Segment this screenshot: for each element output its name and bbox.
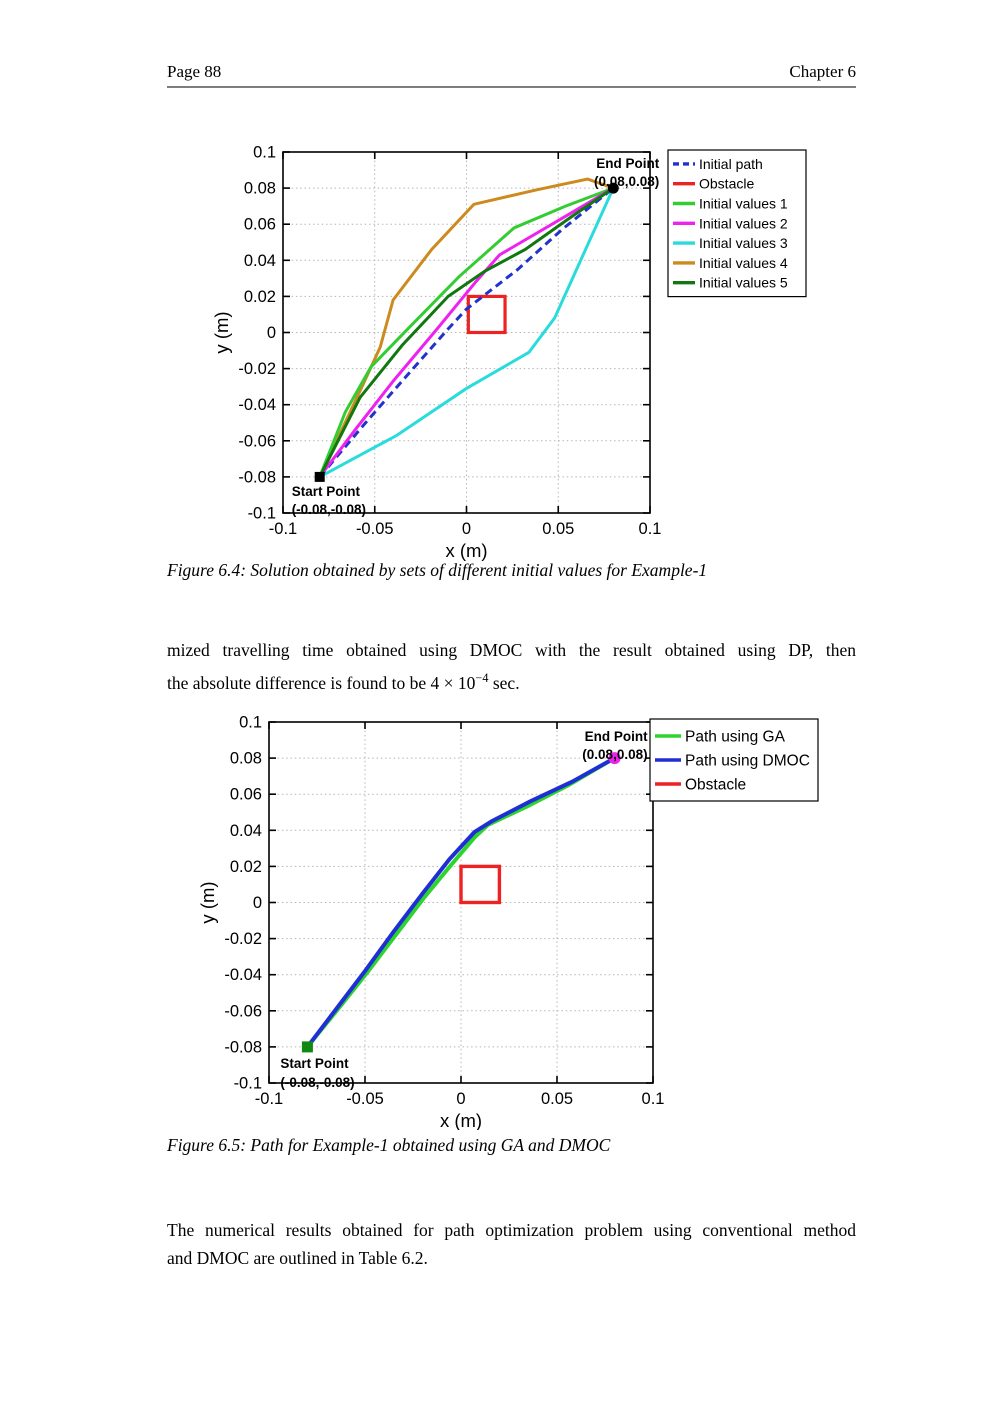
y-axis-label: y (m) — [197, 881, 218, 923]
paragraph-2-line-1: The numerical results obtained for path … — [167, 1220, 856, 1240]
paragraph-1-line-1: mized travelling time obtained using DMO… — [167, 640, 856, 660]
figure-6-5-plot: -0.1 -0.05 0 0.05 0.1 -0.1 -0.08 -0.06 -0.04 -0.0… — [197, 714, 819, 1130]
legend-label-0: Initial path — [699, 156, 763, 172]
header-page-number: Page 88 — [167, 62, 222, 81]
figure-6-4-obstacle — [466, 294, 507, 335]
legend-label-2: Obstacle — [685, 777, 746, 794]
paragraph-1-line-2: the absolute difference is found to be 4… — [167, 671, 520, 693]
figure-6-5-caption: Figure 6.5: Path for Example-1 obtained … — [167, 1135, 611, 1155]
legend-label-4: Initial values 3 — [699, 235, 788, 251]
svg-text:0.1: 0.1 — [642, 1090, 665, 1108]
svg-text:-0.02: -0.02 — [224, 930, 262, 948]
grid — [282, 151, 651, 514]
svg-text:0: 0 — [456, 1090, 465, 1108]
svg-text:-0.06: -0.06 — [238, 432, 276, 450]
figure-6-4-series-initial-values-3 — [318, 187, 615, 479]
body-paragraph-1: mized travelling time obtained using DMO… — [167, 636, 856, 697]
point-marker-circle — [607, 182, 619, 194]
figure-6-4-axis-box — [282, 151, 651, 514]
svg-text:-0.05: -0.05 — [346, 1090, 384, 1108]
svg-text:0.02: 0.02 — [244, 288, 276, 306]
figure-6-4-plot: -0.1 -0.05 0 0.05 0.1 -0.1 -0.08 -0.06 -0.04 -0.0… — [211, 144, 807, 561]
header-rule — [167, 86, 856, 88]
legend-label-6: Initial values 5 — [699, 275, 788, 291]
svg-text:-0.05: -0.05 — [356, 520, 394, 538]
figure-6-5-obstacle — [459, 864, 502, 905]
annotation-text: Start Point — [280, 1056, 349, 1071]
annotation-text: End Point — [585, 729, 648, 744]
figure-6-5-legend: Path using GA Path using DMOC Obstacle — [649, 718, 819, 802]
legend-label-2: Initial values 1 — [699, 196, 788, 212]
svg-text:-0.04: -0.04 — [224, 966, 262, 984]
figure-6-5-annotation-start-point: Start Point (-0.08,-0.08) — [280, 1041, 355, 1090]
figure-6-5-annotation-end-point: End Point (0.08,0.08) — [582, 729, 648, 765]
figure-6-4-series-initial-values-5 — [318, 186, 615, 478]
body-paragraph-2: The numerical results obtained for path … — [167, 1216, 856, 1272]
svg-text:0.06: 0.06 — [230, 786, 262, 804]
legend-label-3: Initial values 2 — [699, 215, 788, 231]
annotation-text: Start Point — [292, 484, 361, 499]
figure-6-4-series-initial-path — [318, 186, 615, 478]
axis-ticks: -0.1 -0.05 0 0.05 0.1 -0.1 -0.08 -0.06 -0.04 -0.0… — [238, 144, 661, 539]
svg-text:0.04: 0.04 — [244, 252, 276, 270]
point-marker-circle — [608, 752, 621, 765]
svg-text:0.08: 0.08 — [230, 750, 262, 768]
svg-text:0.05: 0.05 — [541, 1090, 573, 1108]
svg-text:0.08: 0.08 — [244, 180, 276, 198]
annotation-text: (0.08,0.08) — [594, 174, 659, 189]
legend-label-5: Initial values 4 — [699, 255, 788, 271]
svg-text:-0.1: -0.1 — [269, 520, 297, 538]
header-chapter-label: Chapter 6 — [789, 62, 856, 81]
svg-text:-0.08: -0.08 — [224, 1038, 262, 1056]
legend-label-1: Path using DMOC — [685, 753, 810, 770]
annotation-text: (0.08,0.08) — [582, 747, 647, 762]
figure-6-4-caption: Figure 6.4: Solution obtained by sets of… — [167, 560, 708, 580]
svg-text:0.1: 0.1 — [639, 520, 662, 538]
svg-text:0.1: 0.1 — [253, 144, 276, 162]
svg-text:-0.08: -0.08 — [238, 468, 276, 486]
svg-text:-0.1: -0.1 — [248, 505, 276, 523]
figure-6-4-series-initial-values-1 — [318, 186, 614, 478]
point-marker-square — [314, 471, 325, 482]
figure-6-4-annotation-end-point: End Point (0.08,0.08) — [594, 156, 660, 194]
y-axis-label: y (m) — [211, 311, 232, 353]
svg-text:-0.1: -0.1 — [255, 1090, 283, 1108]
svg-text:0.04: 0.04 — [230, 822, 262, 840]
svg-text:0: 0 — [253, 894, 262, 912]
axis-ticks: -0.1 -0.05 0 0.05 0.1 -0.1 -0.08 -0.06 -0.04 -0.0… — [224, 714, 664, 1109]
paragraph-2-line-2: and DMOC are outlined in Table 6.2. — [167, 1248, 428, 1268]
figure-6-4-legend: Initial path Obstacle Initial values 1 Init… — [667, 149, 807, 298]
svg-text:0.06: 0.06 — [244, 216, 276, 234]
svg-text:0.02: 0.02 — [230, 858, 262, 876]
svg-text:0: 0 — [462, 520, 471, 538]
x-axis-label: x (m) — [445, 540, 487, 561]
svg-text:-0.06: -0.06 — [224, 1002, 262, 1020]
figure-6-5-series-path-using-dmoc — [305, 756, 616, 1049]
x-axis-label: x (m) — [440, 1110, 482, 1130]
svg-text:-0.02: -0.02 — [238, 360, 276, 378]
point-marker-square — [301, 1041, 313, 1053]
legend-label-0: Path using GA — [685, 729, 786, 746]
legend-label-1: Obstacle — [699, 176, 754, 192]
figure-6-4-series-initial-values-2 — [318, 186, 615, 478]
page-header: Page 88 Chapter 6 — [167, 62, 856, 82]
annotation-text: (-0.08,-0.08) — [292, 502, 366, 517]
figure-6-4-annotation-start-point: Start Point (-0.08,-0.08) — [292, 471, 366, 517]
annotation-text: (-0.08,-0.08) — [280, 1075, 354, 1090]
svg-text:0: 0 — [267, 324, 276, 342]
exponent: −4 — [475, 671, 489, 685]
svg-text:-0.04: -0.04 — [238, 396, 276, 414]
svg-text:0.05: 0.05 — [542, 520, 574, 538]
svg-text:-0.1: -0.1 — [234, 1075, 262, 1093]
svg-text:0.1: 0.1 — [239, 714, 262, 732]
figure-6-5-series-path-using-ga — [305, 756, 616, 1049]
annotation-text: End Point — [596, 156, 659, 171]
